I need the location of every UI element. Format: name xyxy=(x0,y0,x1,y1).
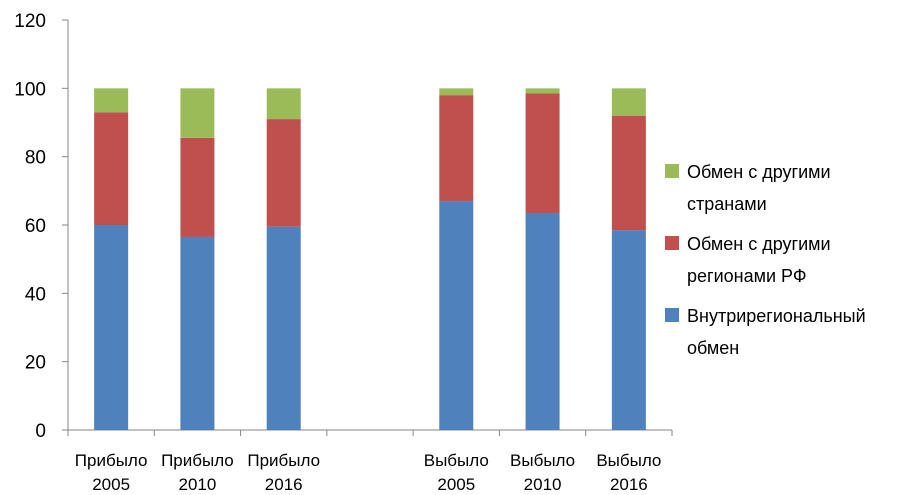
legend-item: Обмен с другими регионами РФ xyxy=(665,234,831,286)
legend-swatch xyxy=(665,164,679,178)
legend-label: Обмен с другими xyxy=(687,234,831,254)
y-tick-label: 0 xyxy=(35,421,46,442)
bar-segment xyxy=(94,88,129,113)
legend-label: странами xyxy=(687,194,767,214)
legend-swatch xyxy=(665,236,679,250)
bar-segment xyxy=(611,115,646,231)
legend-label: Обмен с другими xyxy=(687,162,831,182)
bar-segment xyxy=(180,88,215,138)
legend-label: регионами РФ xyxy=(687,266,807,286)
x-category-label: Прибыло xyxy=(161,451,234,470)
bar-segment xyxy=(266,88,301,120)
bar-segment xyxy=(439,201,474,430)
x-category-label: Прибыло xyxy=(75,451,148,470)
x-category-label: Выбыло xyxy=(510,451,575,470)
bar-segment xyxy=(611,230,646,430)
legend-item: Обмен с другими странами xyxy=(665,162,831,214)
bars xyxy=(94,88,646,430)
bar-segment xyxy=(266,119,301,227)
bar-segment xyxy=(439,88,474,96)
bar-segment xyxy=(525,88,560,94)
x-category-year: 2005 xyxy=(437,475,475,494)
x-category-year: 2016 xyxy=(610,475,648,494)
bar-segment xyxy=(180,236,215,430)
y-tick-label: 40 xyxy=(25,284,46,305)
bar-segment xyxy=(439,95,474,202)
legend-item: Внутрирегиональный обмен xyxy=(665,306,866,358)
x-axis: Прибыло 2005 Прибыло 2010 Прибыло 2016 Выбыло 2… xyxy=(67,429,673,494)
bar-segment xyxy=(266,226,301,430)
bar-segment xyxy=(94,112,129,225)
x-category-label: Выбыло xyxy=(424,451,489,470)
bar-segment xyxy=(525,93,560,214)
y-tick-label: 20 xyxy=(25,353,46,374)
bar-segment xyxy=(611,88,646,116)
legend-swatch xyxy=(665,308,679,322)
y-tick-label: 80 xyxy=(25,148,46,169)
y-axis: 0 20 40 60 80 100 120 xyxy=(14,11,69,442)
legend: Обмен с другими странами Обмен с другими ре… xyxy=(665,162,866,358)
bar-segment xyxy=(525,213,560,430)
bar-segment xyxy=(94,225,129,430)
x-category-year: 2005 xyxy=(92,475,130,494)
x-category-label: Выбыло xyxy=(596,451,661,470)
x-category-year: 2010 xyxy=(179,475,217,494)
y-tick-label: 120 xyxy=(14,11,46,32)
legend-label: Внутрирегиональный xyxy=(687,306,866,326)
legend-label: обмен xyxy=(687,338,739,358)
bar-segment xyxy=(180,137,215,237)
x-category-year: 2016 xyxy=(265,475,303,494)
y-tick-label: 100 xyxy=(14,79,46,100)
x-category-year: 2010 xyxy=(524,475,562,494)
y-tick-label: 60 xyxy=(25,216,46,237)
x-category-label: Прибыло xyxy=(247,451,320,470)
